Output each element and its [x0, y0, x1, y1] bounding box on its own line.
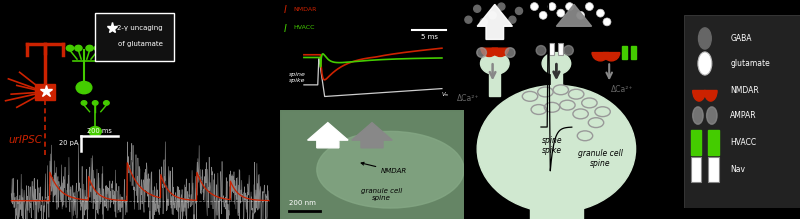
Circle shape [104, 101, 109, 105]
Bar [551, 70, 562, 96]
Text: 2-γ uncaging: 2-γ uncaging [117, 25, 163, 31]
Circle shape [566, 3, 574, 11]
Text: ΔCa²⁺: ΔCa²⁺ [457, 94, 480, 103]
Text: glutamate: glutamate [730, 59, 770, 68]
Bar [35, 84, 54, 100]
Polygon shape [307, 123, 348, 148]
Wedge shape [592, 53, 609, 61]
Bar [558, 43, 563, 55]
Text: 200 nm: 200 nm [290, 200, 316, 206]
Wedge shape [603, 53, 620, 61]
Text: HVACC: HVACC [293, 25, 314, 30]
Text: I: I [284, 24, 286, 34]
Text: spine
spike: spine spike [542, 136, 562, 155]
Circle shape [586, 3, 594, 11]
Circle shape [66, 45, 74, 51]
Circle shape [76, 81, 92, 94]
Bar [691, 157, 702, 182]
Circle shape [515, 7, 522, 14]
Text: urIPSC: urIPSC [8, 135, 42, 145]
Circle shape [506, 48, 515, 57]
Text: GABA: GABA [730, 34, 752, 43]
Text: I: I [284, 5, 286, 16]
Wedge shape [481, 48, 498, 57]
Ellipse shape [477, 85, 636, 212]
Text: Vₘ: Vₘ [442, 92, 449, 97]
Circle shape [577, 11, 585, 19]
Bar [490, 70, 500, 96]
FancyBboxPatch shape [95, 13, 174, 61]
Circle shape [474, 5, 481, 12]
Circle shape [693, 107, 703, 124]
Circle shape [539, 11, 547, 19]
Circle shape [94, 45, 102, 51]
Wedge shape [704, 90, 717, 101]
Text: of glutamate: of glutamate [118, 41, 162, 47]
Text: NMDAR: NMDAR [730, 86, 759, 95]
Ellipse shape [317, 131, 464, 208]
Circle shape [82, 101, 87, 105]
Text: AMPAR: AMPAR [730, 111, 757, 120]
Bar [708, 130, 719, 155]
Text: HVACC: HVACC [730, 138, 757, 147]
Circle shape [465, 16, 472, 23]
Text: ΔCa²⁺: ΔCa²⁺ [611, 85, 634, 94]
Text: 5 ms: 5 ms [421, 34, 438, 40]
Text: granule cell
spine: granule cell spine [361, 188, 402, 201]
Text: granule cell
spine: granule cell spine [578, 149, 623, 168]
Text: NMDAR: NMDAR [361, 162, 407, 174]
Text: NMDAR: NMDAR [293, 7, 316, 12]
Circle shape [509, 16, 516, 23]
Text: 200 ms: 200 ms [87, 128, 112, 134]
Circle shape [698, 52, 712, 75]
Polygon shape [477, 4, 512, 39]
Circle shape [564, 46, 574, 55]
Text: Nav: Nav [730, 165, 746, 174]
Ellipse shape [481, 53, 509, 74]
Bar [622, 46, 627, 59]
Wedge shape [492, 48, 509, 57]
Circle shape [557, 9, 565, 17]
Bar [631, 46, 636, 59]
Text: 20 pA: 20 pA [59, 140, 78, 147]
Polygon shape [352, 123, 392, 148]
Circle shape [597, 9, 604, 17]
Circle shape [74, 45, 82, 51]
Circle shape [89, 127, 102, 136]
Wedge shape [693, 90, 706, 101]
Bar [550, 43, 554, 55]
Bar [708, 157, 719, 182]
Circle shape [92, 101, 98, 105]
Circle shape [86, 45, 94, 51]
Bar [691, 130, 702, 155]
FancyBboxPatch shape [530, 193, 582, 219]
Polygon shape [557, 4, 591, 26]
Ellipse shape [542, 53, 570, 74]
Circle shape [480, 18, 487, 25]
Circle shape [498, 3, 505, 10]
Text: spine
spike: spine spike [290, 72, 306, 83]
Circle shape [706, 107, 717, 124]
Circle shape [603, 18, 611, 26]
Circle shape [489, 12, 496, 19]
Circle shape [530, 3, 538, 11]
Circle shape [548, 3, 556, 11]
Circle shape [698, 28, 711, 49]
Circle shape [536, 46, 546, 55]
Circle shape [477, 48, 486, 57]
